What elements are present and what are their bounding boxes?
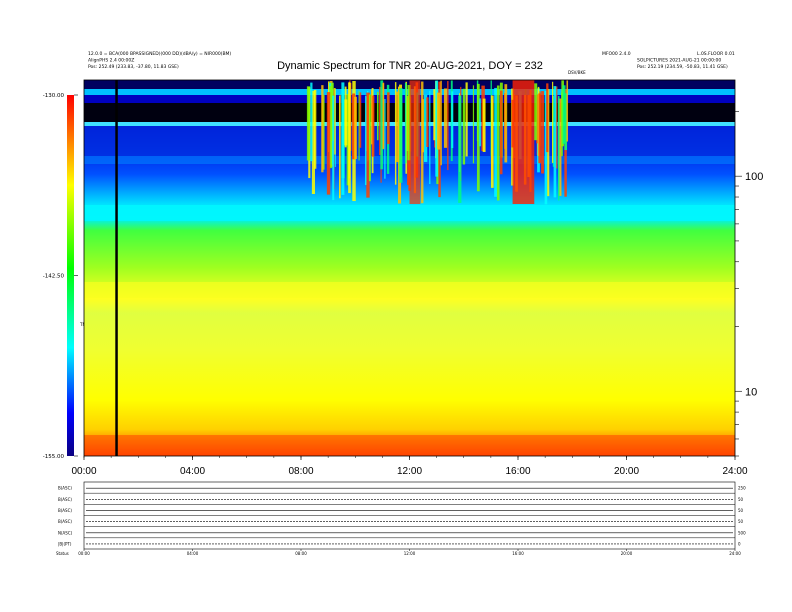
header-right-line: SOLPICTURES 2021-AUG-21 00:00:00 — [637, 58, 721, 64]
x-tick-label: 00:00 — [71, 466, 96, 477]
marker-label: DSV/BKE — [568, 70, 586, 75]
sub-x-tick-label: 24:00 — [729, 551, 741, 556]
sub-x-tick-label: 12:00 — [404, 551, 416, 556]
sub-panel-label: B(ASC) — [58, 508, 72, 513]
sub-panel-right-label: 0 — [738, 541, 741, 546]
y-tick-label: 100 — [745, 171, 763, 183]
sub-panel-label: B(ASC) — [58, 486, 72, 491]
header-right-line: Pos: 252.19 (234.59, -50.83, 11.41 GSE) — [637, 64, 728, 70]
sub-x-tick-label: 04:00 — [187, 551, 199, 556]
colorbar-tick-label: -155.00 — [43, 454, 65, 460]
x-tick-label: 20:00 — [614, 466, 639, 477]
sub-panel-right-label: 50 — [738, 519, 744, 524]
sub-x-tick-label: 16:00 — [512, 551, 524, 556]
header-right-line: MFO00 2.4.0 — [602, 51, 631, 57]
y-axis-ticks: 100 10 — [735, 111, 763, 457]
header-left: 12.0.0 = BCA(000 BPASSIGNED)(000 DD)(dBA… — [88, 51, 231, 70]
sub-panel-right-label: 50 — [738, 508, 744, 513]
x-tick-label: 24:00 — [722, 466, 747, 477]
sub-panel-label: |B|(PT) — [58, 541, 72, 546]
chart-title: Dynamic Spectrum for TNR 20-AUG-2021, DO… — [277, 60, 543, 72]
sub-panel-right-label: 250 — [738, 486, 746, 491]
colorbar — [67, 95, 74, 456]
x-tick-label: 12:00 — [397, 466, 422, 477]
sub-panel-label: N(ASC) — [58, 530, 73, 535]
colorbar-tick-label: -130.00 — [43, 93, 65, 99]
x-tick-label: 16:00 — [505, 466, 530, 477]
header-left-line: 12.0.0 = BCA(000 BPASSIGNED)(000 DD)(dBA… — [88, 51, 231, 57]
spectrogram — [84, 80, 735, 456]
colorbar-tick-label: -142.50 — [43, 274, 65, 280]
sub-panel-right-label: 500 — [738, 530, 746, 535]
x-tick-label: 04:00 — [180, 466, 205, 477]
header-left-line: Pos: 252.49 (233.83, -37.80, 11.83 GSE) — [88, 64, 179, 70]
sub-panel-label: B(ASC) — [58, 519, 72, 524]
header-left-line: AlignPHS 2.4 00:00Z — [88, 58, 134, 64]
x-axis-ticks: 00:00 04:00 08:00 12:00 16:00 20:00 24:00 — [71, 456, 748, 477]
sub-panels: B(ASC) 250 B(ASC) 50 B(ASC) 50 B(ASC) 50 N(ASC) 5… — [58, 481, 746, 556]
sub-x-tick-label: 00:00 — [78, 551, 90, 556]
sub-x-tick-label: 20:00 — [621, 551, 633, 556]
header-right-line: L.0S.FLOOR 0.01 — [697, 51, 735, 57]
y-tick-label: 10 — [745, 386, 757, 398]
sub-panel-label: B(ASC) — [58, 497, 72, 502]
x-tick-label: 08:00 — [288, 466, 313, 477]
sub-x-tick-label: 08:00 — [295, 551, 307, 556]
colorbar-ticks: -130.00 -142.50 -155.00 — [43, 93, 78, 460]
sub-panel-right-label: 50 — [738, 497, 744, 502]
bottom-status-label: Status — [56, 551, 69, 556]
